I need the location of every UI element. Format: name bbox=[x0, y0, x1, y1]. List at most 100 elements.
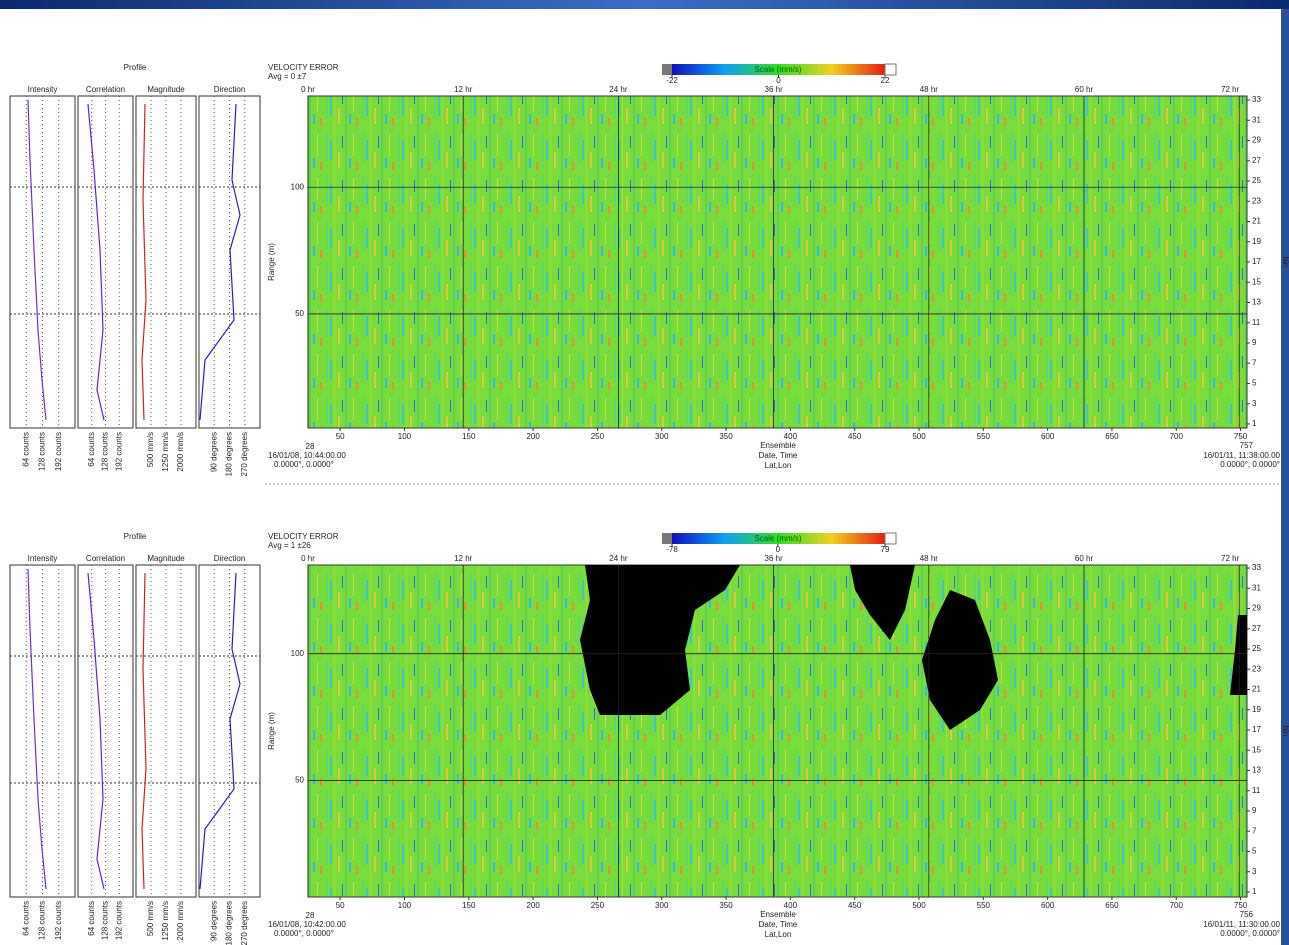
ensemble-tick-label: 450 bbox=[848, 901, 862, 910]
profile-tick-label: 192 counts bbox=[54, 432, 63, 471]
profile-tick-label: 500 mm/s bbox=[146, 901, 155, 936]
end-date: 16/01/11, 11:38:00.00 bbox=[1203, 451, 1280, 460]
ensemble-tick-label: 250 bbox=[591, 432, 605, 441]
profile-tick-label: 64 counts bbox=[21, 901, 30, 936]
bin-tick-label: 3 bbox=[1252, 867, 1257, 876]
x-axis-label: Date, Time bbox=[759, 920, 798, 929]
bin-tick-label: 11 bbox=[1252, 786, 1261, 795]
ensemble-tick-label: 600 bbox=[1041, 901, 1055, 910]
profile-tick-label: 270 degrees bbox=[240, 432, 249, 476]
range-axis-label: Range (m) bbox=[267, 712, 276, 750]
bin-tick-label: 21 bbox=[1252, 685, 1261, 694]
ensemble-tick-label: 700 bbox=[1170, 901, 1184, 910]
scale-under bbox=[662, 64, 672, 75]
ensemble-tick-label: 550 bbox=[977, 901, 991, 910]
start-ensemble: 28 bbox=[306, 911, 315, 920]
bin-axis-label: bin bbox=[1281, 726, 1289, 737]
ensemble-tick-label: 700 bbox=[1170, 432, 1184, 441]
range-tick-label: 100 bbox=[291, 649, 305, 658]
bin-tick-label: 15 bbox=[1252, 277, 1261, 286]
hour-tick-label: 24 hr bbox=[609, 554, 628, 563]
hour-tick-label: 72 hr bbox=[1221, 85, 1240, 94]
hour-tick-label: 60 hr bbox=[1075, 554, 1094, 563]
ensemble-tick-label: 400 bbox=[784, 432, 798, 441]
ensemble-tick-label: 650 bbox=[1105, 901, 1119, 910]
window-edge bbox=[1281, 9, 1289, 945]
x-axis-label: Ensemble bbox=[760, 441, 796, 450]
range-tick-label: 50 bbox=[295, 309, 304, 318]
bin-tick-label: 1 bbox=[1252, 887, 1257, 896]
bin-tick-label: 25 bbox=[1252, 644, 1261, 653]
profile-tick-label: 64 counts bbox=[87, 432, 96, 467]
ensemble-tick-label: 100 bbox=[398, 432, 412, 441]
scale-over bbox=[885, 64, 896, 75]
end-lat-lon: 0.0000°, 0.0000° bbox=[1220, 929, 1280, 938]
bin-tick-label: 23 bbox=[1252, 664, 1261, 673]
ensemble-tick-label: 200 bbox=[526, 901, 540, 910]
ensemble-tick-label: 500 bbox=[912, 901, 926, 910]
profile-tick-label: 128 counts bbox=[101, 901, 110, 940]
bin-tick-label: 25 bbox=[1252, 176, 1261, 185]
scale-tick-label: 0 bbox=[776, 545, 781, 554]
profile-tick-label: 500 mm/s bbox=[146, 432, 155, 467]
bin-tick-label: 31 bbox=[1252, 115, 1261, 124]
bin-tick-label: 11 bbox=[1252, 318, 1261, 327]
profile-tick-label: 128 counts bbox=[101, 432, 110, 471]
range-tick-label: 100 bbox=[291, 182, 305, 191]
bin-tick-label: 13 bbox=[1252, 766, 1261, 775]
scale-tick-label: 22 bbox=[881, 76, 890, 85]
bin-tick-label: 31 bbox=[1252, 583, 1261, 592]
bin-tick-label: 5 bbox=[1252, 379, 1257, 388]
bin-tick-label: 27 bbox=[1252, 156, 1261, 165]
profile-tick-label: 90 degrees bbox=[209, 432, 218, 472]
profile-box bbox=[10, 565, 75, 897]
title-bar bbox=[0, 0, 1289, 9]
ensemble-tick-label: 400 bbox=[784, 901, 798, 910]
x-axis-label: Lat,Lon bbox=[765, 930, 792, 939]
bin-tick-label: 23 bbox=[1252, 196, 1261, 205]
bin-tick-label: 7 bbox=[1252, 826, 1257, 835]
bin-tick-label: 17 bbox=[1252, 257, 1261, 266]
profile-tick-label: 128 counts bbox=[38, 901, 47, 940]
plot-title: VELOCITY ERROR bbox=[268, 63, 339, 72]
end-ensemble: 756 bbox=[1240, 910, 1254, 919]
profile-tick-label: 192 counts bbox=[114, 432, 123, 471]
profile-tick-label: 64 counts bbox=[87, 901, 96, 936]
profile-box bbox=[199, 96, 260, 428]
plot-average: Avg = 1 ±26 bbox=[268, 541, 311, 550]
profile-box bbox=[78, 96, 133, 428]
x-axis-label: Ensemble bbox=[760, 910, 796, 919]
bin-axis-label: bin bbox=[1281, 257, 1289, 268]
profile-tick-label: 90 degrees bbox=[209, 901, 218, 941]
ensemble-tick-label: 250 bbox=[591, 901, 605, 910]
ensemble-tick-label: 650 bbox=[1105, 432, 1119, 441]
profile-column-title: Magnitude bbox=[147, 554, 185, 563]
bin-tick-label: 29 bbox=[1252, 136, 1261, 145]
profile-tick-label: 1250 mm/s bbox=[161, 901, 170, 941]
profile-tick-label: 2000 mm/s bbox=[176, 901, 185, 941]
plot-title: VELOCITY ERROR bbox=[268, 532, 339, 541]
ensemble-tick-label: 50 bbox=[336, 901, 345, 910]
bin-tick-label: 17 bbox=[1252, 725, 1261, 734]
bin-tick-label: 29 bbox=[1252, 604, 1261, 613]
x-axis-label: Date, Time bbox=[759, 451, 798, 460]
scale-tick-label: -22 bbox=[666, 76, 678, 85]
profile-title: Profile bbox=[124, 63, 147, 72]
bin-tick-label: 7 bbox=[1252, 358, 1257, 367]
start-lat-lon: 0.0000°, 0.0000° bbox=[274, 929, 334, 938]
end-ensemble: 757 bbox=[1240, 441, 1254, 450]
scale-label: Scale (mm/s) bbox=[754, 534, 801, 543]
profile-box bbox=[199, 565, 260, 897]
profile-tick-label: 180 degrees bbox=[225, 432, 234, 476]
ensemble-tick-label: 350 bbox=[719, 901, 733, 910]
profile-tick-label: 64 counts bbox=[21, 432, 30, 467]
hour-tick-label: 0 hr bbox=[301, 554, 315, 563]
ensemble-tick-label: 50 bbox=[336, 432, 345, 441]
velocity-heatmap bbox=[308, 96, 1247, 428]
end-date: 16/01/11, 11:30:00.00 bbox=[1203, 920, 1280, 929]
bin-tick-label: 27 bbox=[1252, 624, 1261, 633]
hour-tick-label: 60 hr bbox=[1075, 85, 1094, 94]
scale-tick-label: -78 bbox=[666, 545, 678, 554]
ensemble-tick-label: 300 bbox=[655, 432, 669, 441]
